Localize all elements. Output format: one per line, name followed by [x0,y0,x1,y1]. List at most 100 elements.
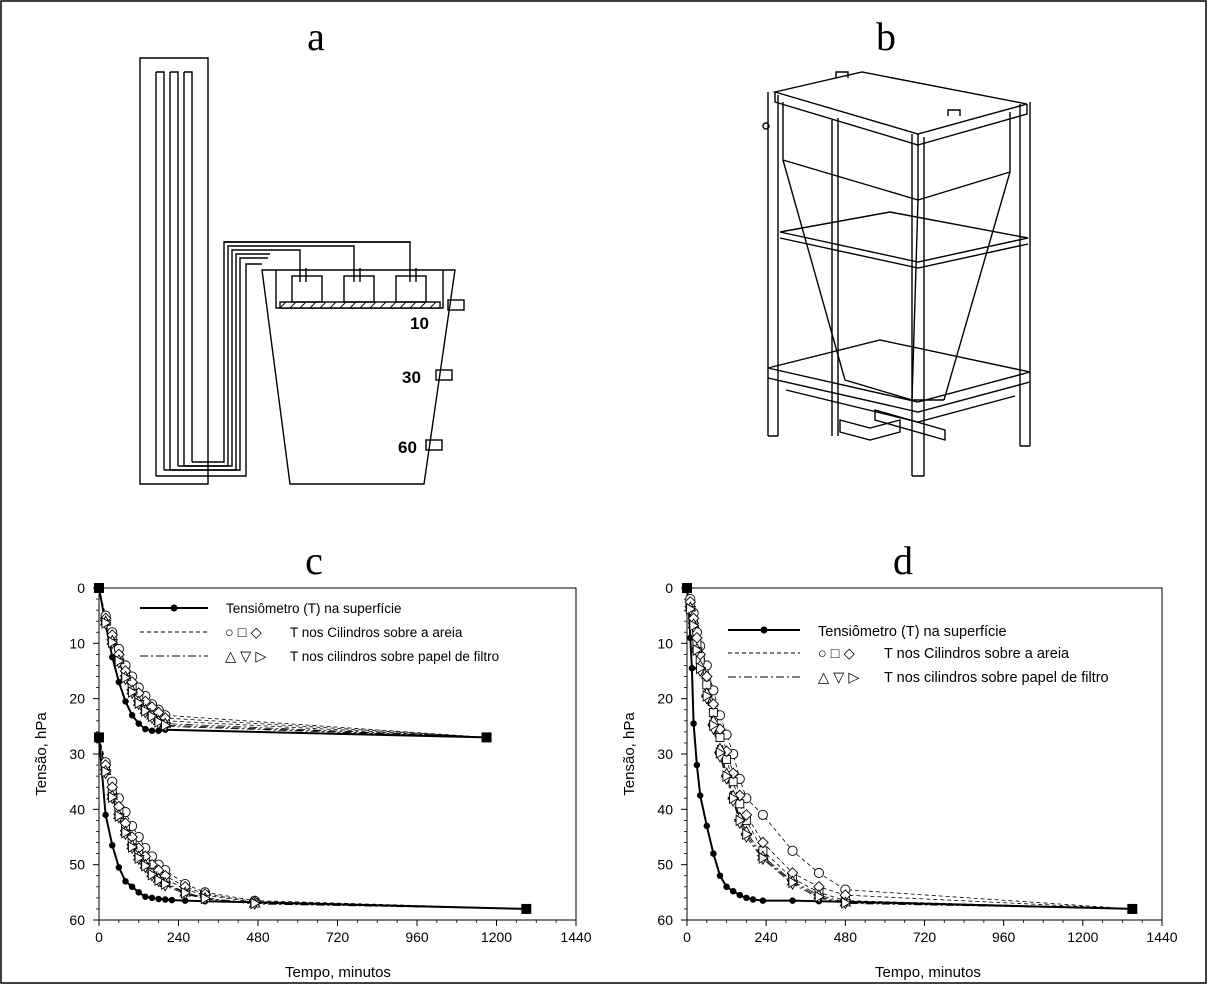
y-tick-label: 60 [657,912,673,928]
y-tick-label: 40 [657,801,673,817]
series-surface-point [155,895,162,903]
series-filter-point [709,719,720,732]
legend-c-surface-label: Tensiômetro (T) na superfície [226,601,402,616]
series-surface-point [690,720,697,727]
y-tick-label: 0 [665,580,673,596]
legend-c-sand-symbols: ○ □ ◇ [225,625,263,641]
legend-d-surface-marker [760,626,768,634]
y-tick-label: 60 [69,912,85,928]
panel-d-letter: d [893,538,913,583]
series-filter-point [108,791,119,804]
series-filter-line [98,737,527,910]
series-surface-point [743,894,750,902]
y-tick-label: 30 [657,746,673,762]
series-filter-point [200,892,211,905]
end-point-marker [481,732,492,743]
series-filter-point [814,890,825,903]
legend-d-surface-label: Tensiômetro (T) na superfície [818,624,1007,640]
series-surface-point [703,822,711,830]
legend-d-filter-symbols: △ ▽ ▷ [818,670,860,686]
series-filter-point [121,826,132,839]
x-tick-label: 240 [754,929,778,945]
series-surface-point [128,883,136,891]
series-sand-point [740,809,753,821]
series-filter-point [180,887,192,899]
x-tick-label: 480 [834,929,858,945]
depth-label-30: 30 [402,368,421,387]
series-sand-point [700,670,713,683]
legend-d-sand-label: T nos Cilindros sobre a areia [884,646,1070,662]
panel-a: a [139,14,465,485]
x-tick-label: 240 [167,929,191,945]
series-filter-point [154,874,165,887]
series-filter-point [101,616,112,629]
series-surface-point [710,850,717,857]
series-surface-point [716,872,724,879]
panel-b: b [762,14,1031,477]
y-tick-label: 30 [69,746,85,762]
series-surface-point [723,883,730,891]
y-tick-label: 10 [69,635,85,651]
series-filter-point [702,690,713,702]
series-surface-point [135,889,142,896]
series-surface-point [693,761,701,769]
panel-b-letter: b [876,14,896,59]
y-tick-label: 10 [657,635,673,651]
x-tick-label: 1200 [1067,929,1098,945]
series-filter-point [722,770,733,783]
series-surface-point [749,896,757,903]
y-tick-label: 50 [657,857,673,873]
series-filter-line [98,737,527,910]
y-tick-label: 20 [657,691,673,707]
series-surface-point [688,664,696,672]
chart-c-legend: Tensiômetro (T) na superfície ○ □ ◇ T no… [140,601,499,665]
series-filter-point [735,814,746,827]
end-point-marker [94,732,104,743]
series-filter-point [147,868,158,881]
series-surface-point [696,792,704,799]
series-filter-point [147,710,158,723]
series-surface-point [729,887,737,895]
y-tick-label: 50 [69,857,85,873]
x-tick-label: 1440 [560,929,591,945]
series-filter-point [127,686,139,698]
series-sand-point [787,845,798,856]
series-surface-point [135,720,142,727]
y-tick-label: 20 [69,691,85,707]
x-tick-label: 960 [405,929,429,945]
series-sand-point [707,698,720,711]
series-surface-point [122,698,129,705]
chart-d-x-axis-title: Tempo, minutos [875,964,981,981]
x-tick-label: 720 [913,929,937,945]
x-tick-label: 960 [992,929,1016,945]
series-filter-point [154,716,165,728]
series-surface-point [161,896,169,903]
chart-c-series [94,583,532,914]
chart-d-y-axis-title: Tensão, hPa [621,712,638,796]
series-surface-point [102,811,109,819]
series-surface-line [98,737,527,910]
chart-c-x-axis-title: Tempo, minutos [285,964,391,981]
series-surface-point [736,891,744,899]
panel-a-letter: a [307,14,325,59]
chart-d-ticks: 0 240 480 720 960 1200 1440 0 10 20 30 40 50 60 [657,580,1177,945]
legend-d-sand-symbols: ○ □ ◇ [818,646,856,662]
series-filter-point [715,747,726,759]
chart-d-series [682,583,1138,914]
x-tick-label: 0 [683,929,691,945]
legend-d-filter-label: T nos cilindros sobre papel de filtro [884,670,1109,686]
legend-c-filter-label: T nos cilindros sobre papel de filtro [290,649,499,664]
series-surface-point [148,894,156,902]
series-filter-point [788,876,799,889]
end-point-marker [682,583,692,593]
series-filter-point [161,878,172,890]
series-filter-point [101,765,112,778]
series-sand-point [813,867,824,879]
end-point-marker [521,903,532,914]
series-filter-point [121,671,132,684]
series-surface-point [168,896,176,904]
x-tick-label: 1200 [481,929,512,945]
chart-c-ticks: 0 240 480 720 960 1200 1440 0 10 20 30 40 50 60 [69,580,591,945]
